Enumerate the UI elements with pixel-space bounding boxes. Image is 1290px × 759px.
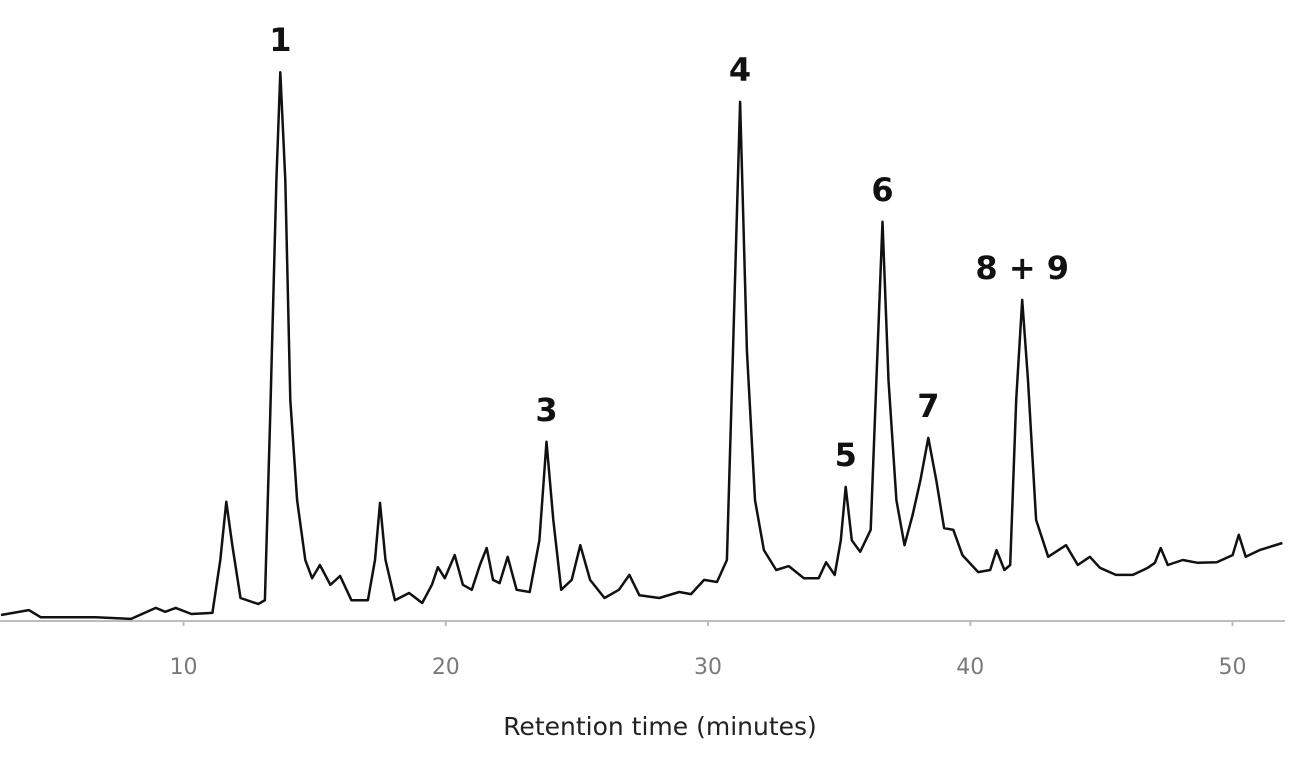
x-tick-label: 40: [956, 655, 984, 680]
peak-label: 3: [535, 391, 557, 429]
x-tick-label: 10: [170, 655, 198, 680]
peak-label: 8 + 9: [975, 249, 1069, 287]
x-tick-label: 50: [1219, 655, 1247, 680]
x-axis-title: Retention time (minutes): [503, 712, 817, 741]
peak-label: 7: [917, 387, 939, 425]
peak-label: 5: [835, 436, 857, 474]
chromatogram-line: [0, 70, 1283, 621]
peak-label: 6: [871, 171, 893, 209]
x-tick-label: 20: [432, 655, 460, 680]
peak-label: 4: [729, 51, 751, 89]
peak-label: 1: [269, 21, 291, 59]
x-tick-label: 30: [694, 655, 722, 680]
